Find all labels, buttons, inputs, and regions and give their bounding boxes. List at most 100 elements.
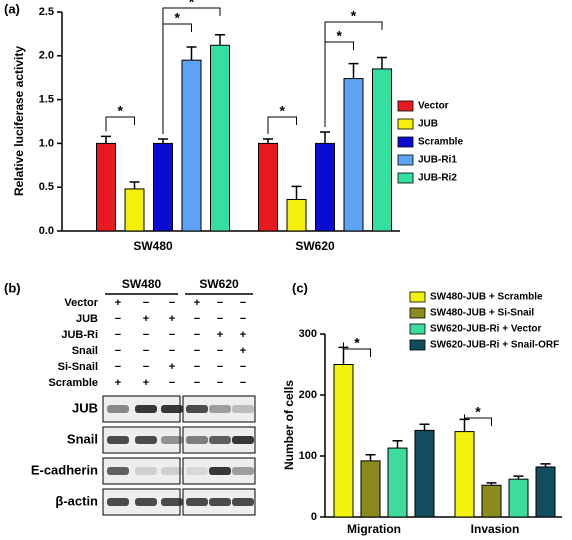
band-label: β-actin (55, 493, 98, 508)
blot-band (232, 498, 254, 506)
legend-label: Scramble (418, 137, 463, 148)
legend-label: JUB (418, 119, 438, 130)
blot-band (186, 467, 208, 475)
condition-sign: − (143, 345, 149, 357)
legend-swatch (397, 100, 414, 112)
bar (333, 364, 354, 518)
bar (481, 484, 502, 518)
legend-swatch (397, 136, 414, 148)
condition-sign: − (240, 297, 246, 309)
blot-band (232, 405, 254, 413)
error-bar (129, 181, 140, 189)
significance-bracket (267, 116, 297, 135)
blot-band (209, 498, 231, 506)
condition-label: Snail (72, 345, 98, 357)
significance-bracket (162, 7, 221, 135)
legend-label: SW620-JUB-Ri + Vector (430, 324, 542, 335)
bar (153, 142, 173, 232)
error-bar (348, 62, 359, 79)
bar (286, 198, 307, 232)
condition-sign: − (240, 377, 246, 389)
significance-bracket (464, 414, 492, 426)
error-bar (540, 463, 551, 467)
y-axis-label: Number of cells (282, 380, 296, 470)
error-bar (419, 423, 430, 431)
legend-label: SW480-JUB + Si-Snail (430, 308, 534, 319)
x-tick-label: SW620 (295, 239, 335, 253)
x-tick-label: Invasion (471, 522, 520, 536)
panel-label: (c) (292, 280, 308, 295)
legend-swatch (409, 339, 426, 351)
y-tick-label: 0.5 (39, 181, 54, 193)
bar (124, 188, 145, 232)
significance-bracket (324, 21, 383, 128)
legend-swatch (409, 323, 426, 335)
condition-sign: − (194, 313, 200, 325)
condition-sign: − (217, 361, 223, 373)
y-tick-label: 1.5 (39, 94, 54, 106)
legend-label: SW480-JUB + Scramble (430, 292, 543, 303)
condition-label: Scramble (48, 377, 98, 389)
condition-sign: − (143, 297, 149, 309)
condition-sign: + (240, 329, 246, 341)
condition-label: JUB-Ri (61, 329, 98, 341)
y-tick-label: 200 (299, 389, 317, 401)
condition-sign: − (194, 377, 200, 389)
condition-sign: − (115, 329, 121, 341)
bar (372, 68, 392, 232)
condition-sign: − (143, 329, 149, 341)
bar (360, 460, 381, 518)
panel-label: (a) (4, 1, 20, 16)
error-bar (186, 46, 197, 61)
bar (210, 44, 230, 232)
blot-band (107, 436, 129, 444)
condition-sign: − (217, 297, 223, 309)
significance-label: * (351, 8, 357, 24)
y-tick-label: 300 (299, 328, 317, 340)
blot-band (209, 436, 231, 444)
condition-label: Si-Snail (58, 361, 98, 373)
condition-sign: − (143, 361, 149, 373)
blot-band (209, 405, 231, 413)
error-bar (158, 138, 168, 144)
condition-sign: − (194, 361, 200, 373)
condition-sign: − (217, 377, 223, 389)
condition-sign: − (169, 345, 175, 357)
error-bar (338, 346, 349, 365)
condition-sign: + (143, 377, 149, 389)
y-tick-label: 100 (299, 450, 317, 462)
blot-band (232, 436, 254, 444)
y-axis-label: Relative luciferase activity (12, 46, 26, 196)
legend-swatch (397, 154, 414, 166)
condition-sign: − (194, 329, 200, 341)
blot-band (186, 436, 208, 444)
condition-sign: + (194, 297, 200, 309)
significance-bracket (105, 116, 135, 132)
significance-label: * (354, 335, 360, 351)
condition-sign: − (115, 345, 121, 357)
x-tick-label: SW480 (133, 239, 173, 253)
significance-label: * (118, 103, 124, 119)
legend-label: Vector (418, 101, 449, 112)
y-tick-label: 0 (311, 511, 317, 523)
blot-band (107, 405, 129, 413)
blot-band (107, 467, 129, 475)
blot-band (161, 405, 183, 413)
condition-sign: − (169, 297, 175, 309)
blot-band (232, 467, 254, 475)
band-label: JUB (72, 400, 98, 415)
significance-label: * (189, 0, 195, 10)
error-bar (365, 454, 376, 461)
legend-label: JUB-Ri1 (418, 155, 457, 166)
condition-sign: − (115, 313, 121, 325)
blot-band (135, 405, 157, 413)
y-tick-label: 2.0 (39, 50, 54, 62)
error-bar (215, 34, 225, 46)
legend-label: JUB-Ri2 (418, 173, 457, 184)
significance-label: * (280, 103, 286, 119)
group-label: SW620 (199, 277, 239, 291)
condition-sign: − (240, 313, 246, 325)
y-tick-label: 1.0 (39, 137, 54, 149)
condition-label: JUB (76, 313, 98, 325)
blot-band (161, 498, 183, 506)
